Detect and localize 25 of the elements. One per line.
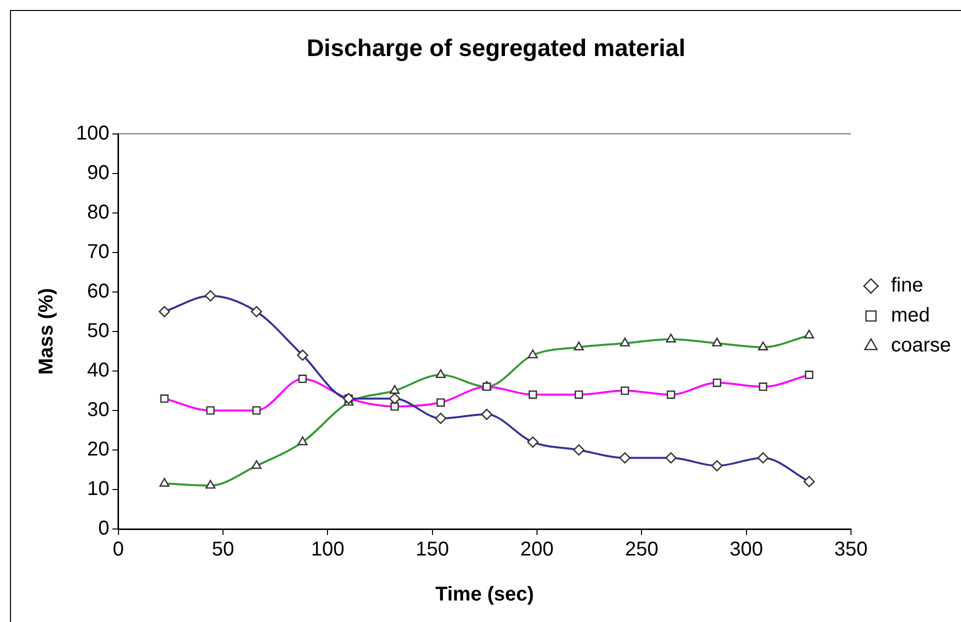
y-tick-label: 50 — [87, 320, 110, 342]
legend-label: fine — [890, 274, 924, 297]
x-tick-label: 200 — [520, 538, 554, 561]
y-tick-label: 100 — [76, 122, 110, 144]
y-tick-label: 0 — [98, 518, 110, 540]
y-tick-label: 30 — [87, 398, 110, 421]
y-tick-label: 90 — [87, 162, 110, 184]
x-tick-label: 150 — [416, 538, 450, 561]
x-tick-label: 50 — [212, 538, 234, 561]
x-tick-label: 300 — [730, 538, 763, 561]
y-tick-label: 80 — [87, 201, 110, 224]
legend-label: med — [890, 304, 930, 327]
chart-title: Discharge of segregated material — [306, 35, 686, 62]
x-tick-label: 350 — [834, 538, 868, 561]
y-tick-label: 10 — [87, 478, 110, 500]
x-axis-title: Time (sec) — [435, 584, 534, 606]
x-tick-label: 0 — [112, 538, 124, 561]
y-tick-label: 60 — [87, 280, 110, 302]
y-tick-label: 40 — [87, 359, 110, 382]
x-tick-label: 100 — [310, 538, 344, 561]
legend-label: coarse — [890, 334, 951, 357]
y-axis-title: Mass (%) — [36, 288, 58, 375]
x-tick-label: 250 — [624, 538, 658, 561]
y-tick-label: 20 — [87, 438, 110, 460]
y-tick-label: 70 — [87, 240, 110, 263]
